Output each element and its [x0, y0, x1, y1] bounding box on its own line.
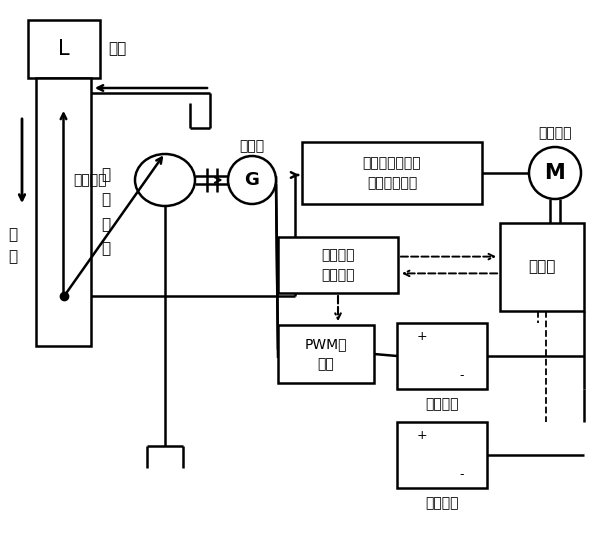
Text: 负载: 负载: [108, 41, 126, 56]
Text: PWM整: PWM整: [305, 337, 347, 351]
Text: 电池能量: 电池能量: [321, 248, 355, 262]
Text: 动力电池: 动力电池: [425, 496, 459, 510]
Bar: [302, 142, 482, 204]
Circle shape: [228, 156, 276, 204]
Text: 液压马达: 液压马达: [73, 173, 107, 187]
Circle shape: [529, 147, 581, 199]
Text: -: -: [459, 468, 464, 482]
Text: 流器: 流器: [318, 357, 335, 371]
Text: G: G: [245, 171, 259, 189]
Text: 油泵电机: 油泵电机: [538, 126, 571, 140]
Text: -: -: [459, 369, 464, 382]
Text: 发电机: 发电机: [239, 139, 265, 153]
Bar: [397, 422, 487, 488]
Text: 动与控制系统: 动与控制系统: [367, 176, 417, 190]
Bar: [278, 237, 398, 293]
Text: 储能电池: 储能电池: [425, 397, 459, 411]
Text: 电动叉车液压传: 电动叉车液压传: [362, 156, 421, 170]
Ellipse shape: [135, 154, 195, 206]
Text: L: L: [58, 39, 70, 59]
Text: 管理系统: 管理系统: [321, 268, 355, 282]
Text: +: +: [417, 330, 427, 343]
Text: M: M: [545, 163, 565, 183]
Bar: [500, 223, 584, 311]
Text: +: +: [417, 429, 427, 442]
Bar: [397, 323, 487, 389]
Text: 逆变器: 逆变器: [528, 259, 556, 275]
Bar: [278, 325, 374, 383]
Bar: [28, 20, 100, 78]
Text: 下
放: 下 放: [8, 227, 18, 265]
Text: 升
降
油
缸: 升 降 油 缸: [101, 168, 110, 257]
Bar: [36, 78, 91, 346]
